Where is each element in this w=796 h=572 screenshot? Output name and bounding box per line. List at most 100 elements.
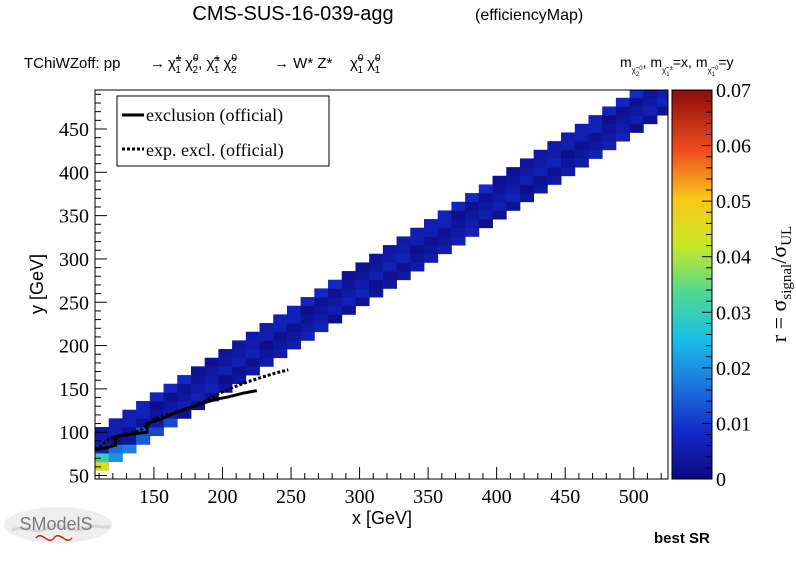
z-axis-label: r = σsignal/σUL xyxy=(766,226,795,342)
heatmap-cell xyxy=(588,141,603,151)
heatmap-cell xyxy=(177,375,192,385)
heatmap-cell xyxy=(122,427,137,437)
heatmap-cell xyxy=(177,383,192,393)
y-tick-label: 150 xyxy=(59,379,89,401)
heatmap-cell xyxy=(163,418,178,428)
heatmap-cell xyxy=(163,401,178,411)
x-tick-label: 450 xyxy=(550,486,580,508)
heatmap-cell xyxy=(218,349,233,359)
heatmap-cell xyxy=(547,149,562,159)
heatmap-cell xyxy=(108,427,123,437)
heatmap-cell xyxy=(273,340,288,350)
heatmap-cell xyxy=(437,236,452,246)
color-bar-gradient xyxy=(672,90,712,479)
heatmap-cell xyxy=(478,201,493,211)
heatmap-cell xyxy=(424,236,439,246)
heatmap-cell xyxy=(245,357,260,367)
heatmap-cell xyxy=(108,453,123,463)
heatmap-cell xyxy=(163,383,178,393)
heatmap-cell xyxy=(465,193,480,203)
heatmap-cell xyxy=(547,158,562,168)
heatmap-cell xyxy=(561,132,576,142)
heatmap-cell xyxy=(643,90,658,99)
plot-area: 150 200 250 300 350 400 450 500 50 100 150 200 250 3… xyxy=(59,89,669,508)
heatmap-cell xyxy=(136,409,151,419)
y-axis-ticks: 50 100 150 200 250 300 350 400 450 xyxy=(59,93,107,488)
heatmap-cell xyxy=(492,184,507,194)
heatmap-cell xyxy=(451,210,466,220)
y-tick-label: 350 xyxy=(59,206,89,228)
heatmap-cell xyxy=(547,141,562,151)
heatmap-cell xyxy=(506,167,521,177)
heatmap-cell xyxy=(629,123,644,133)
heatmap-cell xyxy=(424,253,439,263)
heatmap-cell xyxy=(588,123,603,133)
y-tick-label: 450 xyxy=(59,119,89,141)
heatmap-cell xyxy=(369,271,384,281)
heatmap-cell xyxy=(382,245,397,255)
heatmap-cell xyxy=(533,167,548,177)
heatmap-cell xyxy=(218,357,233,367)
heatmap-cell xyxy=(602,132,617,142)
heatmap-cell xyxy=(190,375,206,385)
heatmap-cell xyxy=(341,297,356,307)
heatmap-cell xyxy=(245,349,260,359)
heatmap-cell xyxy=(547,167,562,177)
heatmap-cell xyxy=(259,357,274,367)
heatmap-cell xyxy=(574,141,589,151)
heatmap-cell xyxy=(629,90,644,99)
heatmap-cell xyxy=(424,219,439,229)
heatmap-cell xyxy=(547,175,562,185)
y-tick-label: 250 xyxy=(59,292,89,314)
heatmap-cell xyxy=(492,193,507,203)
heatmap-cell xyxy=(177,392,192,402)
z-tick-label: 0.07 xyxy=(716,80,751,102)
heatmap-cell xyxy=(259,323,274,333)
x-tick-label: 200 xyxy=(207,486,237,508)
x-tick-label: 500 xyxy=(619,486,649,508)
heatmap-cell xyxy=(588,149,603,159)
heatmap-cell xyxy=(328,297,343,307)
heatmap-cell xyxy=(492,210,507,220)
z-tick-label: 0.06 xyxy=(716,136,751,158)
heatmap-cell xyxy=(574,158,589,168)
x-tick-label: 350 xyxy=(413,486,443,508)
heatmap-cell xyxy=(149,418,164,428)
exclusion-curves xyxy=(94,368,289,451)
chart-title: CMS-SUS-16-039-agg xyxy=(192,3,393,25)
z-tick-label: 0.05 xyxy=(716,191,751,213)
x-tick-label: 150 xyxy=(139,486,169,508)
legend: exclusion (official) exp. excl. (officia… xyxy=(116,95,330,167)
heatmap-cell xyxy=(286,314,302,324)
heatmap-cell xyxy=(369,253,384,263)
heatmap-cell xyxy=(451,227,466,237)
heatmap-cell xyxy=(300,323,315,333)
heatmap-cell xyxy=(232,375,247,385)
heatmap-cell xyxy=(424,227,439,237)
heatmap-cell xyxy=(396,262,411,272)
heatmap-cell xyxy=(533,149,548,159)
heatmap-cell xyxy=(314,297,329,307)
heatmap-cell xyxy=(382,253,397,263)
heatmap-cell xyxy=(122,409,137,419)
heatmap-cell xyxy=(286,331,302,341)
x-axis-ticks: 150 200 250 300 350 400 450 500 xyxy=(98,467,662,508)
heatmap-cell xyxy=(478,193,493,203)
x-tick-label: 300 xyxy=(345,486,375,508)
heatmap-cell xyxy=(465,201,480,211)
heatmap-cell xyxy=(437,210,452,220)
heatmap-cell xyxy=(396,271,411,281)
heatmap-cell xyxy=(533,184,548,194)
heatmap-cell xyxy=(108,444,123,454)
heatmap-cell xyxy=(615,132,631,142)
heatmap-cell xyxy=(300,314,315,324)
heatmap-cell xyxy=(615,123,631,133)
logo-squiggle-icon xyxy=(35,535,73,541)
heatmap-cell xyxy=(218,383,233,393)
heatmap-cell xyxy=(451,201,466,211)
heatmap-cell xyxy=(122,418,137,428)
heatmap-cell xyxy=(369,262,384,272)
heatmap-cell xyxy=(410,236,425,246)
heatmap-cell xyxy=(190,392,206,402)
heatmap-cell xyxy=(95,435,110,445)
